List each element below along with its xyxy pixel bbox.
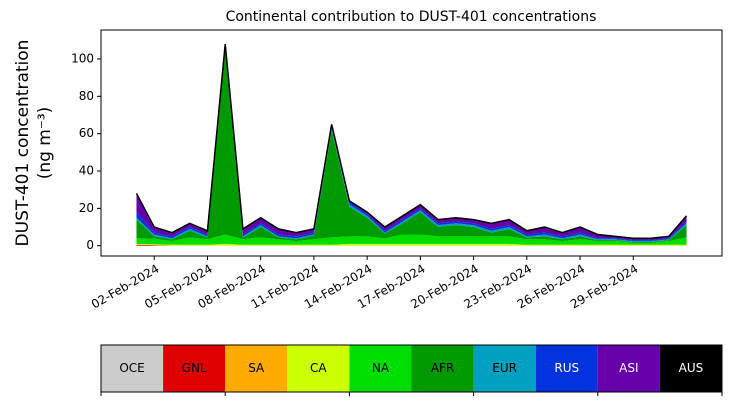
y-tick-label: 80 (79, 89, 94, 103)
legend-swatch (225, 345, 288, 392)
y-tick-label: 40 (79, 164, 94, 178)
y-tick-label: 20 (79, 201, 94, 215)
legend-swatch (163, 345, 226, 392)
chart-title: Continental contribution to DUST-401 con… (226, 9, 597, 25)
area (136, 243, 687, 246)
legend-label: ASI (619, 361, 638, 375)
legend-label: AFR (431, 361, 454, 375)
y-axis-label: DUST-401 concentration (13, 40, 33, 247)
legend-label: EUR (492, 361, 517, 375)
legend-swatch (535, 345, 598, 392)
y-axis-label: (ng m⁻³) (35, 107, 55, 180)
legend-swatch (411, 345, 474, 392)
legend-label: OCE (119, 361, 144, 375)
legend-label: SA (248, 361, 265, 375)
legend-frame (100, 344, 723, 393)
legend-swatch (473, 345, 536, 392)
area (136, 234, 687, 245)
legend-swatch (349, 345, 412, 392)
legend-label: GNL (182, 361, 207, 375)
legend-label: NA (372, 361, 390, 375)
plot-frame (100, 29, 723, 257)
legend-label: AUS (679, 361, 704, 375)
legend-swatch (597, 345, 660, 392)
legend-label: CA (310, 361, 327, 375)
legend-label: RUS (554, 361, 579, 375)
y-tick-label: 100 (71, 51, 94, 65)
area (135, 43, 688, 240)
legend-swatch (287, 345, 350, 392)
y-tick-label: 0 (86, 238, 94, 252)
y-tick-label: 60 (79, 126, 94, 140)
legend-swatch (659, 345, 722, 392)
legend-swatch (101, 345, 164, 392)
